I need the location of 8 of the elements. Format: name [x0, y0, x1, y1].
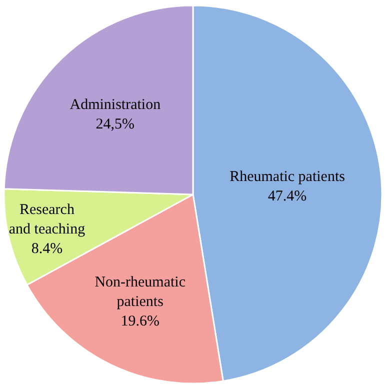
slice-label: Administration: [70, 96, 162, 113]
data-label: 19.6%: [120, 314, 160, 330]
slice-label: Rheumatic patients: [230, 169, 346, 186]
data-label: 8.4%: [31, 240, 63, 257]
slice-label: Non-rheumatic patients: [94, 274, 186, 310]
slice-label: Research and teaching: [8, 202, 86, 238]
data-label: 47.4%: [268, 188, 307, 205]
data-label: 24,5%: [96, 116, 135, 132]
